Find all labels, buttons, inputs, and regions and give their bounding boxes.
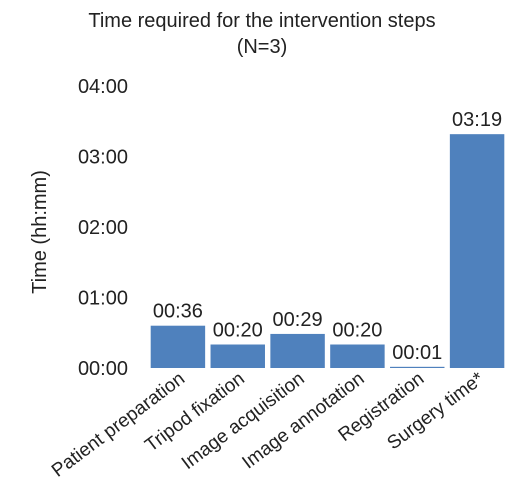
bar	[390, 366, 445, 368]
data-label: 00:20	[213, 320, 263, 342]
bar	[210, 344, 265, 368]
y-tick-label: 04:00	[78, 76, 128, 98]
y-axis-label: Time (hh:mm)	[29, 170, 51, 294]
bar	[150, 325, 206, 368]
y-tick-label: 00:00	[78, 358, 128, 380]
bar	[270, 333, 325, 368]
y-tick-label: 03:00	[78, 147, 128, 169]
data-label: 00:01	[392, 342, 442, 364]
y-tick-label: 01:00	[78, 288, 128, 310]
data-label: 03:19	[452, 109, 502, 131]
bar	[330, 344, 385, 368]
y-tick-label: 02:00	[78, 217, 128, 239]
data-label: 00:20	[332, 320, 382, 342]
chart-subtitle: (N=3)	[237, 36, 288, 58]
data-label: 00:29	[273, 309, 323, 331]
y-axis-ticks: 00:00 01:00 02:00 03:00 04:00	[78, 76, 128, 380]
bars-group	[150, 134, 505, 368]
chart-title: Time required for the intervention steps	[88, 10, 435, 32]
data-label: 00:36	[153, 301, 203, 323]
bar	[449, 134, 505, 368]
data-labels: 00:36 00:20 00:29 00:20 00:01 03:19	[153, 109, 502, 364]
